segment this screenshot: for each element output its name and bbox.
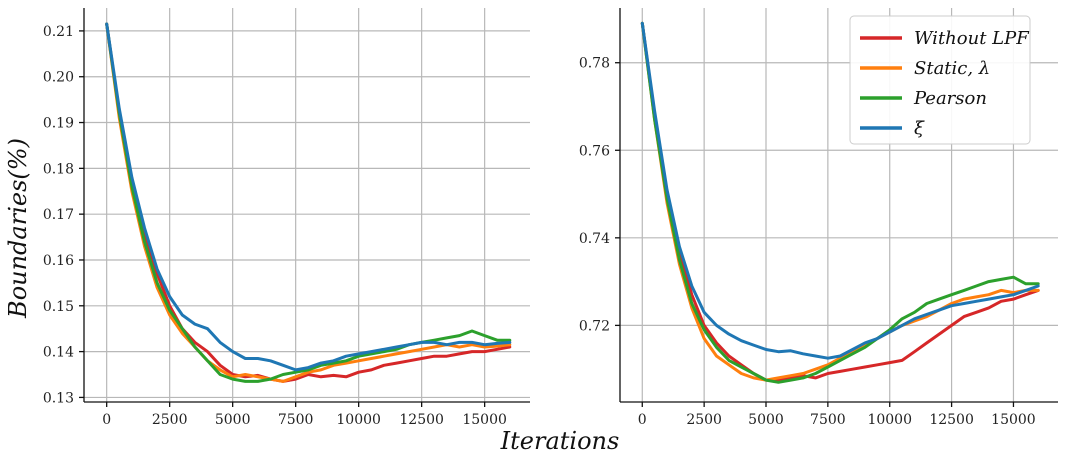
y-tick-label: 0.78 <box>579 56 610 72</box>
x-tick-label: 12500 <box>399 412 444 428</box>
y-tick-label: 0.15 <box>43 299 74 315</box>
x-tick-label: 0 <box>638 412 647 428</box>
y-tick-label: 0.13 <box>43 390 74 406</box>
y-tick-label: 0.76 <box>579 143 610 159</box>
x-tick-label: 5000 <box>748 412 784 428</box>
x-tick-label: 2500 <box>686 412 722 428</box>
y-tick-label: 0.21 <box>43 24 74 40</box>
x-tick-label: 10000 <box>336 412 381 428</box>
y-tick-label: 0.74 <box>579 231 610 247</box>
series-line-without-lpf <box>640 21 1040 382</box>
x-tick-label: 15000 <box>991 412 1036 428</box>
series-line- <box>105 22 512 372</box>
left-chart-panel: 0 2500 5000 7500 10000 12500 15000 0.13 0.14 0.15… <box>43 8 530 428</box>
legend-label: Without LPF <box>914 28 1030 49</box>
x-tick-label: 0 <box>102 412 111 428</box>
series-line-pearson <box>105 22 512 383</box>
series-line-static <box>105 22 512 383</box>
y-tick-label: 0.19 <box>43 116 74 132</box>
legend-label: Static, λ <box>914 58 990 79</box>
y-tick-label: 0.18 <box>43 161 74 177</box>
y-tick-label: 0.16 <box>43 253 74 269</box>
x-tick-label: 5000 <box>215 412 251 428</box>
legend-label: ξ <box>914 118 925 139</box>
series-line-pearson <box>640 21 1040 384</box>
series-line-without-lpf <box>105 22 512 383</box>
x-tick-label: 2500 <box>152 412 188 428</box>
series-line- <box>640 21 1040 360</box>
x-axis-label: Iterations <box>500 427 620 454</box>
legend-label: Pearson <box>913 88 987 109</box>
y-axis-label: Boundaries(%) <box>4 138 32 319</box>
x-tick-label: 15000 <box>462 412 507 428</box>
x-tick-label: 10000 <box>867 412 912 428</box>
x-tick-label: 7500 <box>278 412 314 428</box>
y-tick-label: 0.72 <box>579 318 610 334</box>
right-chart-panel: 0 2500 5000 7500 10000 12500 15000 0.72 0.74 0.76… <box>579 8 1058 428</box>
legend-box <box>849 15 1031 145</box>
x-tick-label: 7500 <box>810 412 846 428</box>
y-tick-label: 0.14 <box>43 345 74 361</box>
y-tick-label: 0.17 <box>43 207 74 223</box>
x-tick-label: 12500 <box>929 412 974 428</box>
legend: Without LPF Static, λ Pearson ξ <box>849 15 1031 145</box>
series-line-static <box>640 21 1040 382</box>
y-tick-label: 0.20 <box>43 70 74 86</box>
